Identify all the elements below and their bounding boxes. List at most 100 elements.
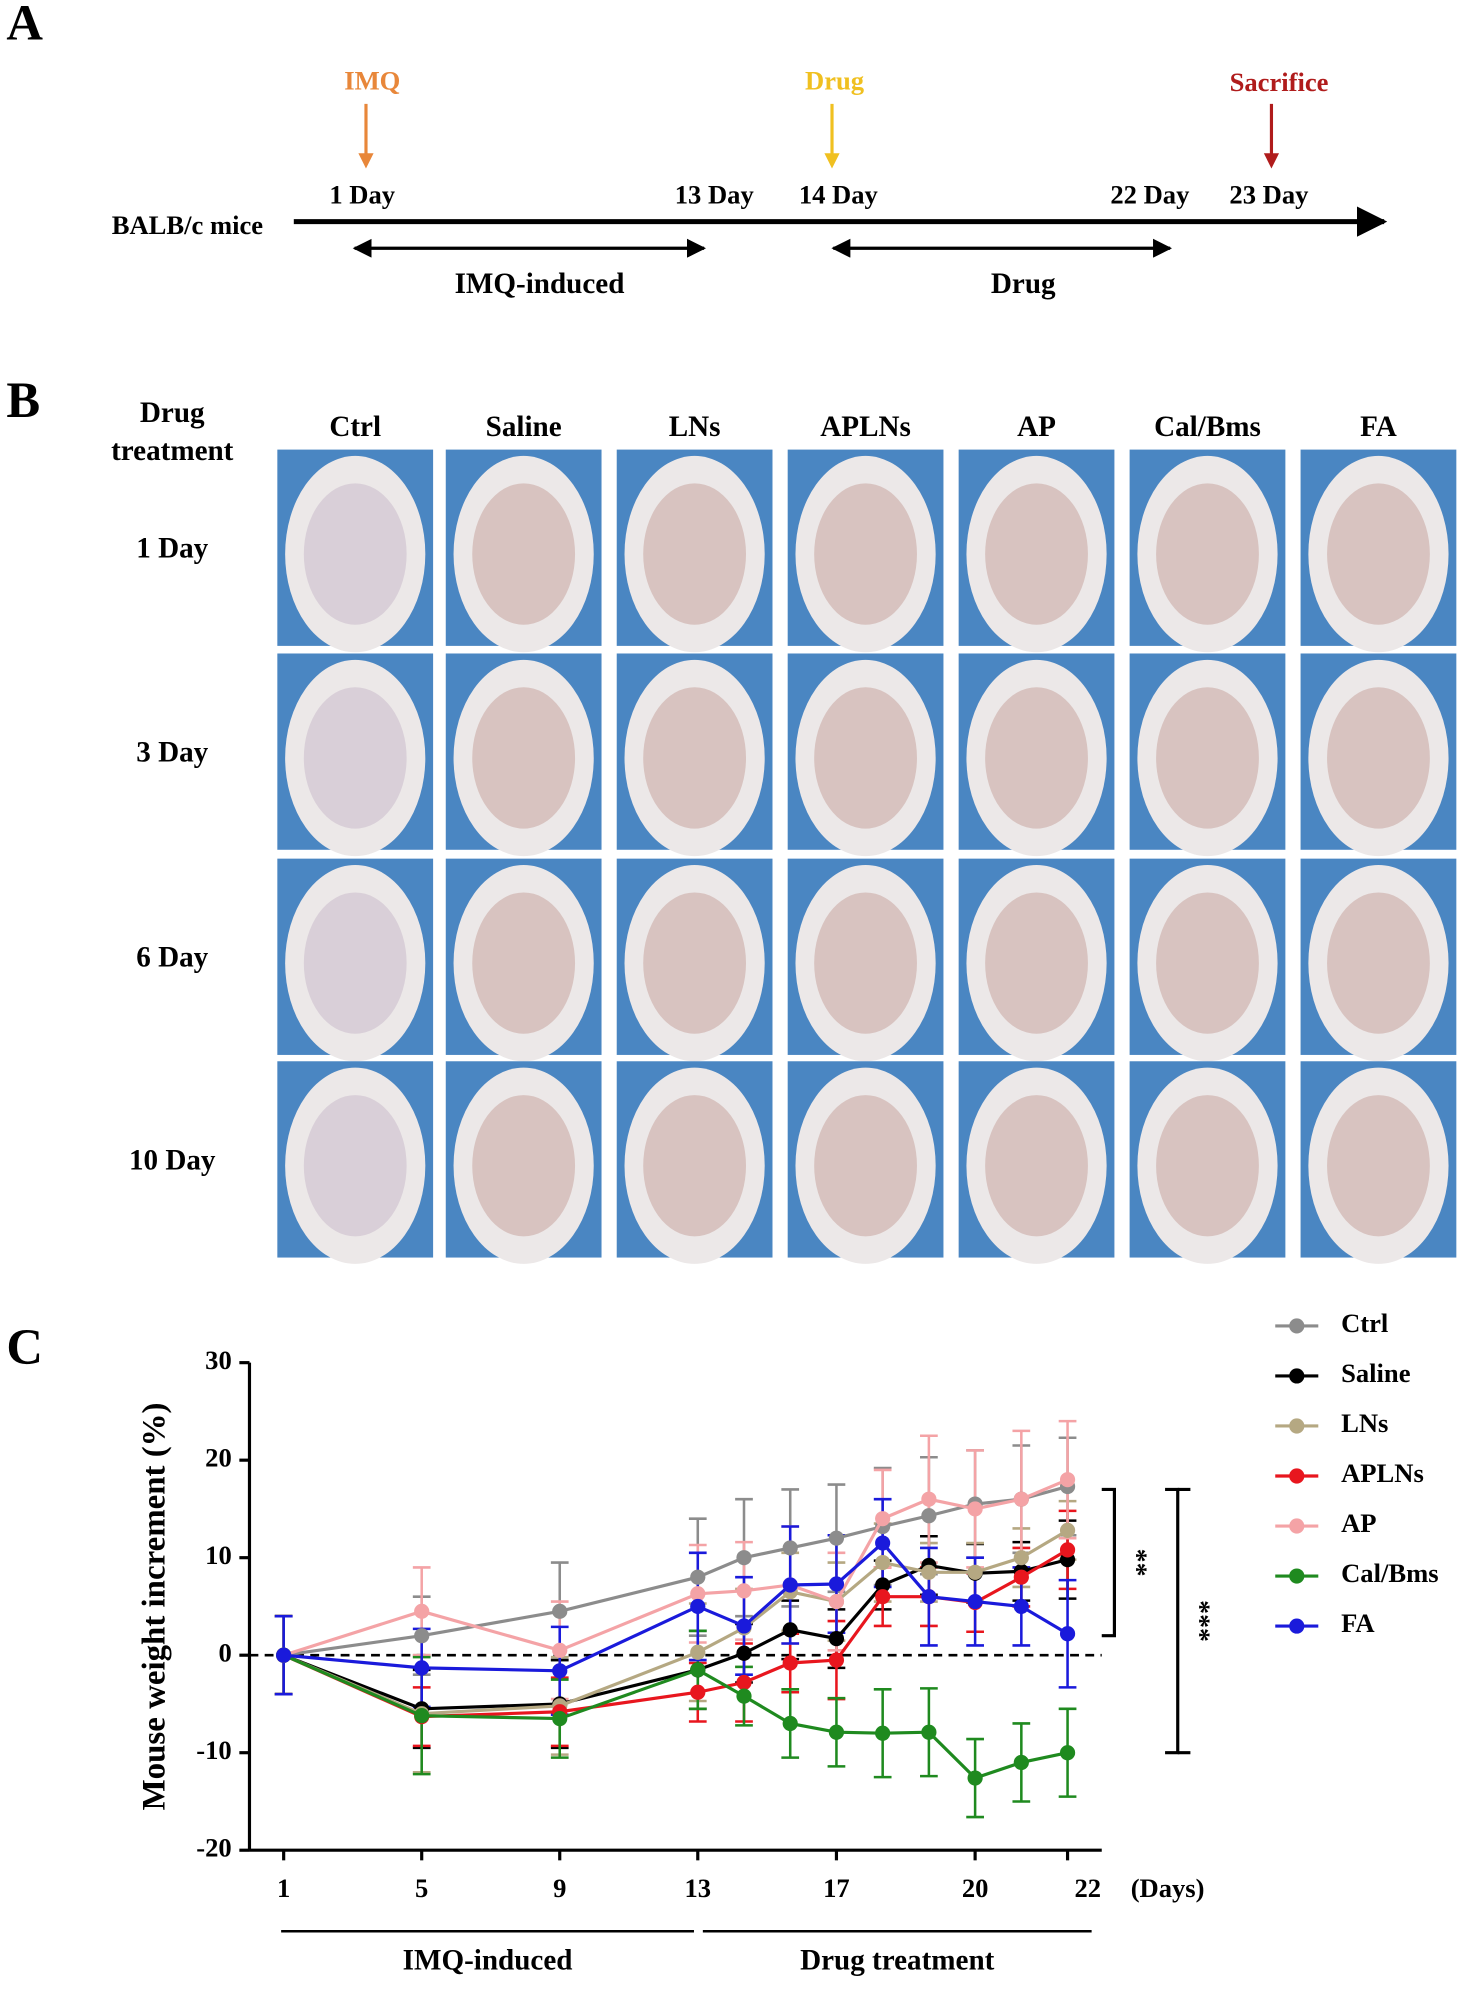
y-tick-label: 20 (205, 1442, 232, 1472)
point (414, 1628, 430, 1644)
point (736, 1583, 752, 1599)
point (921, 1564, 937, 1580)
series-line (283, 1484, 1068, 1657)
photo-lesion (643, 483, 747, 625)
legend-marker (1289, 1368, 1305, 1384)
point (736, 1645, 752, 1661)
point (782, 1622, 798, 1638)
point (1059, 1626, 1076, 1642)
photo-lesion (1327, 483, 1430, 625)
point (782, 1577, 798, 1593)
photo-lesion (814, 1095, 917, 1237)
photo-lesion (1327, 892, 1430, 1034)
row-label: 10 Day (129, 1144, 216, 1176)
point (736, 1674, 752, 1691)
legend-label: Cal/Bms (1341, 1558, 1438, 1588)
point (690, 1662, 706, 1678)
phase-label: IMQ-induced (403, 1945, 573, 1977)
x-tick-label: 22 (1075, 1873, 1102, 1903)
legend-label: FA (1341, 1608, 1374, 1638)
photo-lesion (472, 1095, 576, 1237)
photo-lesion (985, 892, 1088, 1034)
point (921, 1491, 937, 1507)
point (1013, 1754, 1029, 1771)
significance-label: ** (1121, 1549, 1152, 1577)
row-label: 3 Day (136, 736, 208, 768)
point (690, 1586, 706, 1602)
photo-lesion (303, 892, 407, 1034)
point (875, 1725, 891, 1741)
photo-lesion (814, 687, 917, 829)
arrow-head (358, 153, 374, 169)
y-tick-label: -10 (196, 1735, 231, 1765)
point (921, 1508, 937, 1524)
point (552, 1603, 568, 1619)
point (782, 1715, 798, 1732)
point (875, 1554, 891, 1571)
point (828, 1530, 845, 1546)
point (782, 1540, 798, 1556)
legend-marker (1289, 1618, 1305, 1634)
event-label: Sacrifice (1230, 67, 1329, 97)
point (875, 1589, 891, 1605)
corner-label: Drug (140, 397, 205, 429)
x-tick-label: 17 (823, 1873, 850, 1903)
arrow-head (1263, 153, 1280, 169)
chart: -20 -10 0 10 20 30 1 5 9 13 17 20 22 (Days) Mouse weig… (137, 1308, 1439, 1977)
day-label: 14 Day (799, 180, 879, 210)
point (690, 1598, 706, 1615)
point (414, 1603, 430, 1619)
point (1059, 1745, 1076, 1761)
panel-label: C (6, 1319, 43, 1375)
legend-label: APLNs (1341, 1458, 1424, 1488)
point (875, 1535, 891, 1551)
x-tick-label: 20 (962, 1873, 989, 1903)
row-label: 6 Day (136, 942, 208, 974)
point (552, 1642, 568, 1658)
legend-marker (1289, 1568, 1305, 1584)
point (828, 1652, 845, 1668)
photo-lesion (643, 687, 747, 829)
significance-bracket (1101, 1487, 1116, 1638)
x-tick-label: 9 (553, 1873, 566, 1903)
photo-lesion (1327, 1095, 1430, 1237)
photo-lesion (472, 892, 576, 1034)
significance-label: *** (1185, 1600, 1216, 1642)
legend-label: AP (1341, 1508, 1376, 1538)
point (1059, 1472, 1076, 1488)
photo-lesion (1156, 483, 1259, 625)
photo-lesion (303, 483, 407, 625)
photo-lesion (1327, 687, 1430, 829)
column-label: Ctrl (329, 411, 381, 443)
point (921, 1589, 937, 1605)
point (967, 1564, 983, 1580)
point (552, 1710, 568, 1727)
phase-label: Drug (991, 268, 1056, 300)
bracket-cap (1177, 1487, 1191, 1755)
series-line (283, 1558, 1068, 1711)
point (828, 1631, 845, 1647)
day-label: 13 Day (675, 180, 755, 210)
photo-lesion (1156, 1095, 1259, 1237)
point (967, 1770, 983, 1786)
series-line (283, 1653, 1068, 1780)
panel-label: B (6, 372, 40, 428)
day-label: 23 Day (1229, 180, 1309, 210)
column-label: LNs (669, 411, 721, 443)
day-label: 1 Day (329, 180, 395, 210)
point (736, 1550, 752, 1566)
point (921, 1724, 937, 1740)
point (828, 1576, 845, 1592)
phase-label: IMQ-induced (455, 268, 625, 300)
point (1059, 1542, 1076, 1558)
event-label: IMQ (344, 66, 400, 96)
point (875, 1577, 891, 1593)
point (1013, 1491, 1029, 1507)
y-tick-label: -20 (196, 1832, 231, 1862)
photo-lesion (303, 1095, 407, 1237)
photo-lesion (643, 1095, 747, 1237)
x-unit: (Days) (1131, 1873, 1205, 1903)
corner-label: treatment (111, 435, 234, 467)
series-line (283, 1540, 1069, 1673)
